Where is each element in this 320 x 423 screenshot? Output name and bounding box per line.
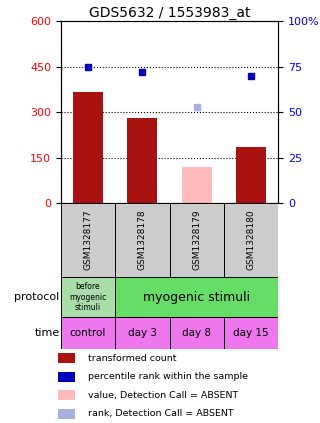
Bar [61,317,115,349]
Bar [127,118,157,203]
Text: day 3: day 3 [128,328,157,338]
Title: GDS5632 / 1553983_at: GDS5632 / 1553983_at [89,6,250,20]
Text: GSM1328178: GSM1328178 [138,210,147,270]
Text: control: control [70,328,106,338]
Bar [73,92,103,203]
Bar [61,277,115,317]
Bar [170,317,224,349]
Bar [115,317,170,349]
Bar [61,203,115,277]
Bar [58,390,75,400]
Bar [236,147,266,203]
Bar [58,354,75,363]
Text: day 8: day 8 [182,328,211,338]
Bar [58,409,75,419]
Bar [182,167,212,203]
Text: day 15: day 15 [233,328,269,338]
Text: time: time [35,328,60,338]
Text: GSM1328179: GSM1328179 [192,210,201,270]
Text: GSM1328180: GSM1328180 [247,210,256,270]
Text: before
myogenic
stimuli: before myogenic stimuli [69,282,107,312]
Text: rank, Detection Call = ABSENT: rank, Detection Call = ABSENT [88,409,234,418]
Bar [115,203,170,277]
Text: percentile rank within the sample: percentile rank within the sample [88,372,248,381]
Text: myogenic stimuli: myogenic stimuli [143,291,250,304]
Text: transformed count: transformed count [88,354,177,363]
Bar [170,203,224,277]
Text: protocol: protocol [14,292,60,302]
Text: GSM1328177: GSM1328177 [84,210,92,270]
Text: value, Detection Call = ABSENT: value, Detection Call = ABSENT [88,391,238,400]
Bar [115,277,278,317]
Bar [58,372,75,382]
Bar [224,317,278,349]
Bar [224,203,278,277]
